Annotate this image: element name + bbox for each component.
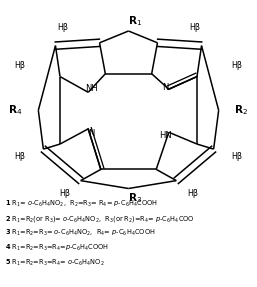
Text: R$_4$: R$_4$ (8, 103, 23, 117)
Text: Hβ: Hβ (231, 152, 242, 161)
Text: NH: NH (85, 84, 98, 93)
Text: Hβ: Hβ (189, 23, 200, 32)
Text: Hβ: Hβ (15, 61, 26, 70)
Text: Hβ: Hβ (231, 61, 242, 70)
Text: Hβ: Hβ (59, 189, 70, 198)
Text: $\mathbf{4}$ R$_1$=R$_2$=R$_3$=R$_4$=$p$-C$_6$H$_4$COOH: $\mathbf{4}$ R$_1$=R$_2$=R$_3$=R$_4$=$p$… (5, 243, 109, 253)
Text: $\mathbf{5}$ R$_1$=R$_2$=R$_3$=R$_4$= $o$-C$_6$H$_4$NO$_2$: $\mathbf{5}$ R$_1$=R$_2$=R$_3$=R$_4$= $o… (5, 257, 105, 267)
Text: N: N (88, 129, 94, 138)
Text: HN: HN (159, 131, 172, 139)
Text: R$_3$: R$_3$ (128, 191, 142, 205)
Text: $\mathbf{3}$ R$_1$=R$_2$=R$_3$= $o$-C$_6$H$_4$NO$_2$,  R$_4$= $p$-C$_6$H$_4$COOH: $\mathbf{3}$ R$_1$=R$_2$=R$_3$= $o$-C$_6… (5, 228, 156, 238)
Text: N: N (163, 83, 169, 92)
Text: R$_1$: R$_1$ (128, 14, 142, 28)
Text: $\mathbf{1}$ R$_1$= $o$-C$_6$H$_4$NO$_2$,  R$_2$=R$_3$= R$_4$= $p$-C$_6$H$_4$COO: $\mathbf{1}$ R$_1$= $o$-C$_6$H$_4$NO$_2$… (5, 199, 158, 209)
Text: Hβ: Hβ (15, 152, 26, 161)
Text: Hβ: Hβ (187, 189, 198, 198)
Text: Hβ: Hβ (57, 23, 68, 32)
Text: $\mathbf{2}$ R$_1$=R$_2$(or R$_3$)= $o$-C$_6$H$_4$NO$_2$,  R$_3$(or R$_2$)=R$_4$: $\mathbf{2}$ R$_1$=R$_2$(or R$_3$)= $o$-… (5, 214, 195, 224)
Text: R$_2$: R$_2$ (234, 103, 248, 117)
